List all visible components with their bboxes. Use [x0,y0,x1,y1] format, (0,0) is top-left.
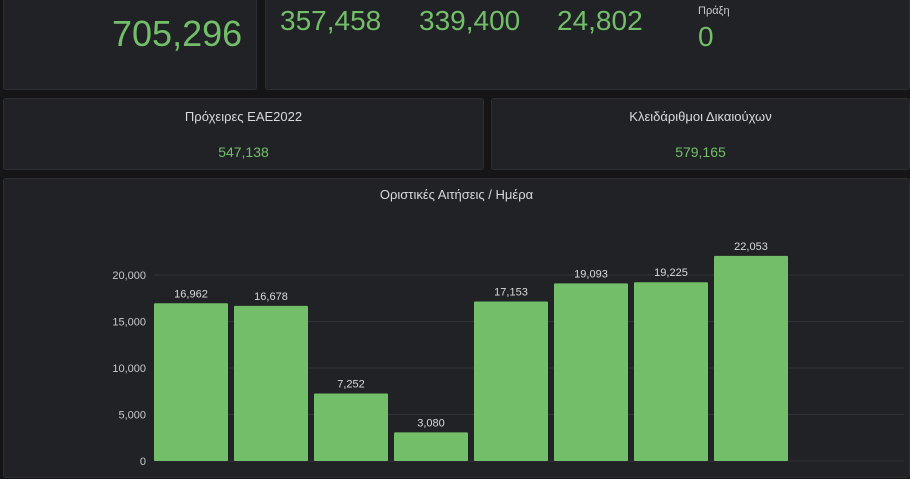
chart-panel: Οριστικές Αιτήσεις / Ημέρα 20,000 15,000 1… [3,178,910,478]
praxi-value: 0 [698,21,714,52]
bar-8[interactable] [714,255,788,461]
stat-value-2: 339,400 [419,5,521,36]
stat-value-3: 24,802 [557,5,643,36]
bar-4[interactable] [394,432,468,461]
y-tick-label: 5,000 [118,410,146,422]
bar-value-label: 22,053 [734,241,768,253]
draft-eae-value: 547,138 [218,144,269,160]
bar-value-label: 19,225 [654,267,688,279]
bar-7[interactable] [634,282,708,461]
bar-3[interactable] [314,393,388,461]
stat-value-1: 357,458 [280,5,382,36]
stats-panel: 357,458 339,400 24,802 Πράξη 0 [265,0,910,90]
bar-1[interactable] [154,303,228,461]
bar-value-label: 19,093 [574,268,608,280]
y-tick-label: 15,000 [112,317,146,329]
draft-eae-title: Πρόχειρες ΕΑΕ2022 [184,109,303,124]
total-stat-panel: 705,296 [3,0,257,90]
y-tick-label: 0 [140,456,146,468]
bar-value-label: 16,678 [254,291,288,303]
bar-value-label: 3,080 [417,417,445,429]
bar-value-label: 17,153 [494,286,528,298]
beneficiary-keys-value: 579,165 [675,144,726,160]
beneficiary-keys-panel: Κλειδάριθμοι Δικαιούχων 579,165 [491,98,910,170]
bar-chart: 20,000 15,000 10,000 5,000 0 16,962 16,678 7,25… [112,241,904,468]
total-stat-value: 705,296 [112,13,243,54]
y-tick-label: 10,000 [112,363,146,375]
y-tick-label: 20,000 [112,270,146,282]
bar-5[interactable] [474,301,548,461]
bar-6[interactable] [554,283,628,461]
bar-value-label: 16,962 [174,288,208,300]
bar-2[interactable] [234,305,308,461]
praxi-label: Πράξη [698,5,730,17]
bar-value-label: 7,252 [337,379,365,391]
draft-eae-panel: Πρόχειρες ΕΑΕ2022 547,138 [3,98,484,170]
beneficiary-keys-title: Κλειδάριθμοι Δικαιούχων [629,109,772,124]
chart-title: Οριστικές Αιτήσεις / Ημέρα [379,187,534,202]
